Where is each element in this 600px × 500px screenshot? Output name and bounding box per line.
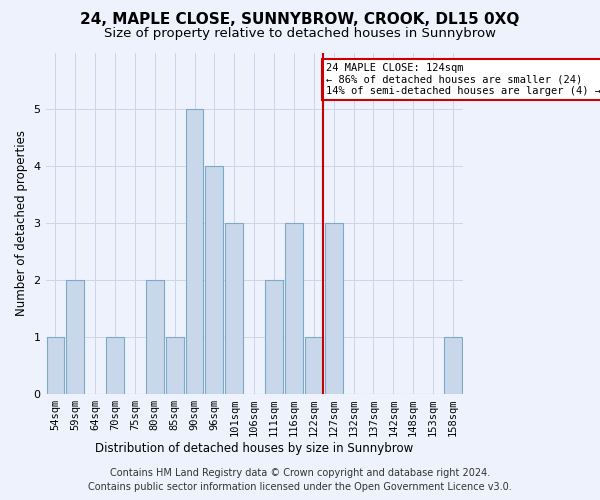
- Bar: [444, 337, 462, 394]
- Bar: [285, 224, 303, 394]
- Bar: [305, 337, 323, 394]
- Bar: [205, 166, 223, 394]
- Bar: [106, 337, 124, 394]
- Bar: [166, 337, 184, 394]
- Bar: [265, 280, 283, 394]
- Bar: [325, 224, 343, 394]
- Text: Size of property relative to detached houses in Sunnybrow: Size of property relative to detached ho…: [104, 28, 496, 40]
- Y-axis label: Number of detached properties: Number of detached properties: [15, 130, 28, 316]
- Text: 24, MAPLE CLOSE, SUNNYBROW, CROOK, DL15 0XQ: 24, MAPLE CLOSE, SUNNYBROW, CROOK, DL15 …: [80, 12, 520, 28]
- Bar: [47, 337, 64, 394]
- X-axis label: Distribution of detached houses by size in Sunnybrow: Distribution of detached houses by size …: [95, 442, 413, 455]
- Bar: [185, 110, 203, 394]
- Bar: [67, 280, 84, 394]
- Text: 24 MAPLE CLOSE: 124sqm
← 86% of detached houses are smaller (24)
14% of semi-det: 24 MAPLE CLOSE: 124sqm ← 86% of detached…: [326, 62, 600, 96]
- Bar: [226, 224, 243, 394]
- Bar: [146, 280, 164, 394]
- Text: Contains HM Land Registry data © Crown copyright and database right 2024.
Contai: Contains HM Land Registry data © Crown c…: [88, 468, 512, 492]
